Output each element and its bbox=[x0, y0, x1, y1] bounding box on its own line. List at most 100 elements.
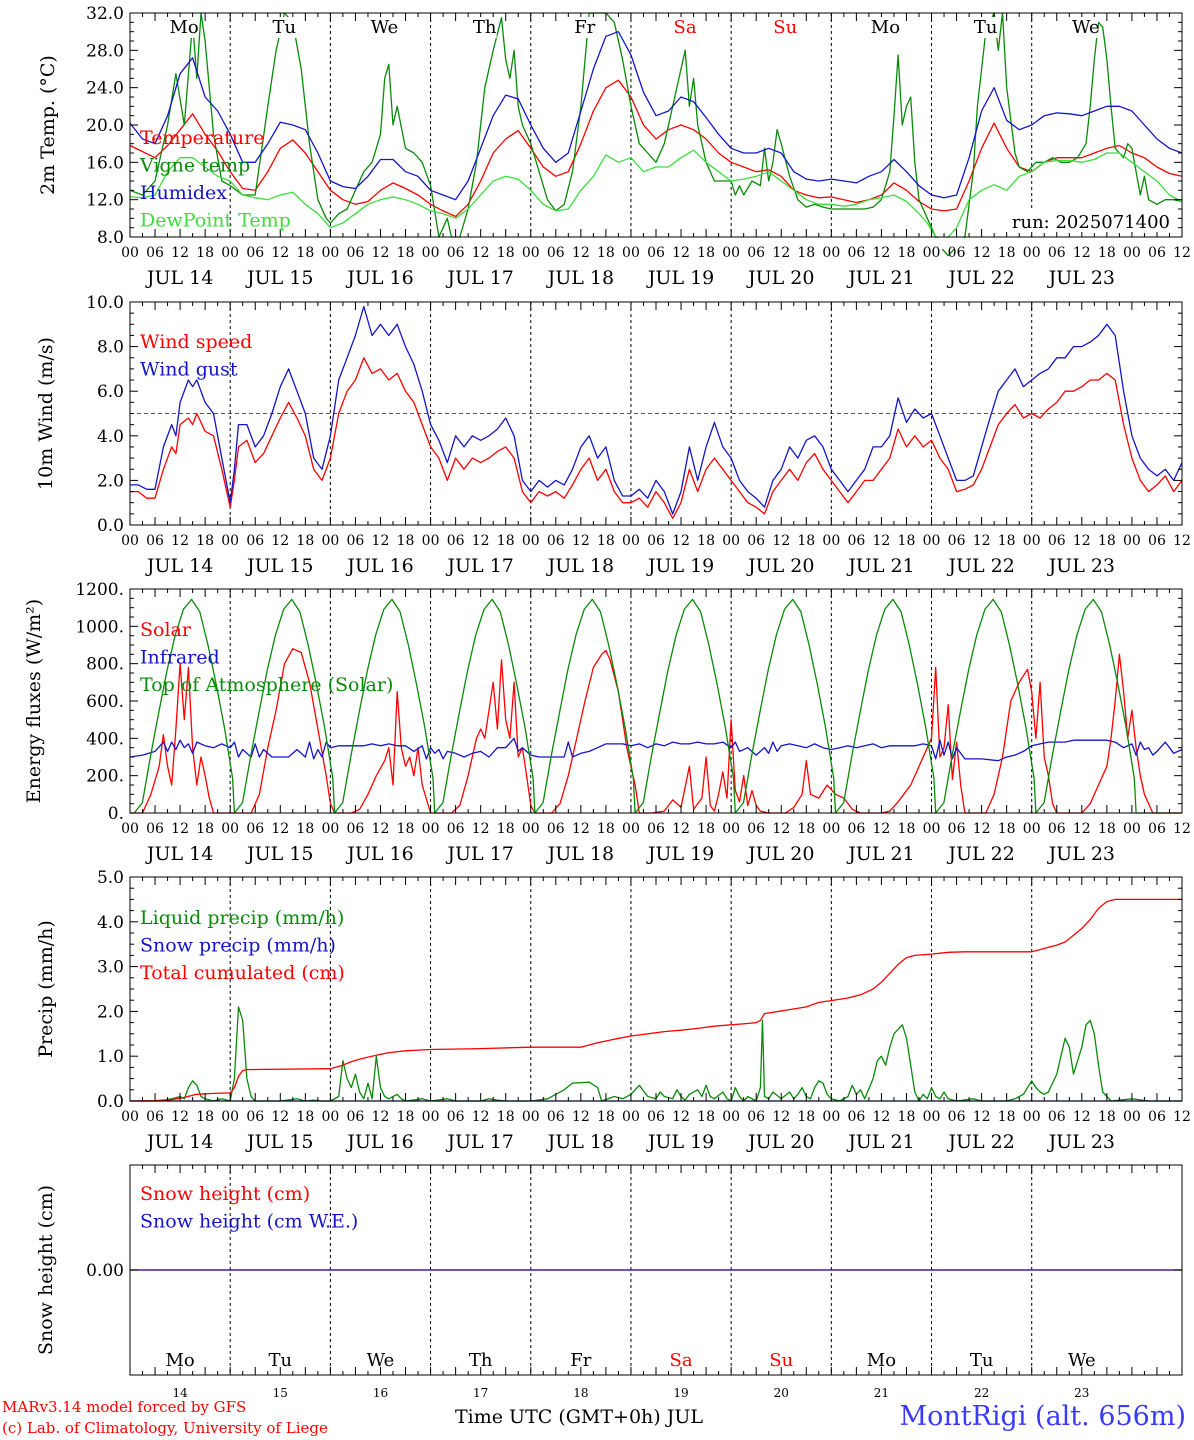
weekday-bg bbox=[865, 17, 898, 38]
hour-tick-label: 18 bbox=[497, 1109, 515, 1125]
hour-tick-label: 06 bbox=[1048, 1109, 1066, 1125]
hour-tick-label: 00 bbox=[622, 821, 640, 837]
hour-tick-label: 18 bbox=[697, 1109, 715, 1125]
hour-tick-label: 06 bbox=[347, 1109, 365, 1125]
y-axis-label: 2m Temp. (°C) bbox=[37, 55, 59, 195]
top-mask bbox=[131, 577, 1181, 588]
weekday-label: We bbox=[371, 17, 399, 38]
legend-entry: Solar bbox=[140, 619, 192, 641]
hour-tick-label: 06 bbox=[246, 245, 264, 261]
hour-tick-label: 12 bbox=[1073, 533, 1091, 549]
hour-tick-label: 06 bbox=[146, 245, 164, 261]
hour-tick-label: 06 bbox=[847, 1109, 865, 1125]
date-label: JUL 15 bbox=[245, 1131, 313, 1153]
date-label: JUL 17 bbox=[445, 1131, 513, 1153]
legend-entry: Total cumulated (cm) bbox=[140, 962, 345, 984]
hour-tick-label: 00 bbox=[923, 1109, 941, 1125]
hour-tick-label: 06 bbox=[146, 1109, 164, 1125]
weekday-label: Fr bbox=[574, 17, 595, 38]
hour-tick-label: 06 bbox=[1148, 821, 1166, 837]
date-label: JUL 21 bbox=[846, 843, 914, 865]
hour-tick-label: 18 bbox=[597, 245, 615, 261]
weekday-bg bbox=[464, 17, 497, 38]
hour-tick-label: 18 bbox=[296, 821, 314, 837]
hour-tick-label: 18 bbox=[597, 1109, 615, 1125]
date-label: JUL 14 bbox=[145, 1131, 213, 1153]
date-label: JUL 22 bbox=[946, 555, 1014, 577]
hour-tick-label: 06 bbox=[747, 821, 765, 837]
hour-tick-label: 00 bbox=[822, 1109, 840, 1125]
hour-tick-label: 00 bbox=[923, 821, 941, 837]
hour-tick-label: 00 bbox=[422, 1109, 440, 1125]
hour-tick-label: 18 bbox=[196, 821, 214, 837]
hour-tick-label: 06 bbox=[647, 245, 665, 261]
date-label: JUL 21 bbox=[846, 555, 914, 577]
series-line bbox=[129, 12, 1183, 257]
weekday-label: We bbox=[1072, 17, 1100, 38]
hour-tick-label: 12 bbox=[472, 245, 490, 261]
hour-tick-label: 06 bbox=[847, 821, 865, 837]
y-tick-label: 28.0 bbox=[86, 41, 124, 61]
y-tick-label: 3.0 bbox=[97, 958, 124, 978]
weekday-label: Mo bbox=[165, 1350, 194, 1371]
lab-credit: (c) Lab. of Climatology, University of L… bbox=[2, 1419, 328, 1437]
hour-tick-label: 12 bbox=[572, 245, 590, 261]
weekday-bg bbox=[665, 17, 698, 38]
model-credit: MARv3.14 model forced by GFS bbox=[2, 1398, 247, 1416]
hour-tick-label: 00 bbox=[522, 245, 540, 261]
hour-tick-label: 00 bbox=[321, 821, 339, 837]
hour-tick-label: 12 bbox=[672, 1109, 690, 1125]
hour-tick-label: 12 bbox=[1173, 533, 1191, 549]
hour-tick-label: 00 bbox=[1123, 533, 1141, 549]
hour-tick-label: 18 bbox=[998, 533, 1016, 549]
hour-tick-label: 12 bbox=[772, 821, 790, 837]
hour-tick-label: 12 bbox=[171, 1109, 189, 1125]
hour-tick-label: 06 bbox=[647, 821, 665, 837]
y-tick-label: 6.0 bbox=[97, 382, 124, 402]
weekday-label: Su bbox=[773, 17, 797, 38]
day-number: 21 bbox=[874, 1386, 889, 1400]
hour-tick-label: 00 bbox=[622, 1109, 640, 1125]
series-line bbox=[129, 79, 1183, 218]
weekday-bg bbox=[1065, 17, 1098, 38]
hour-tick-label: 00 bbox=[221, 821, 239, 837]
series-line bbox=[129, 149, 1183, 243]
hour-tick-label: 18 bbox=[797, 533, 815, 549]
legend-entry: Wind speed bbox=[140, 331, 252, 353]
legend-entry: Humidex bbox=[140, 182, 227, 204]
hour-tick-label: 12 bbox=[1173, 821, 1191, 837]
hour-tick-label: 12 bbox=[271, 245, 289, 261]
top-mask bbox=[131, 290, 1181, 301]
day-number: 23 bbox=[1074, 1386, 1089, 1400]
hour-tick-label: 00 bbox=[1023, 245, 1041, 261]
hour-tick-label: 12 bbox=[1073, 245, 1091, 261]
weekday-label: Th bbox=[473, 17, 497, 38]
y-tick-label: 800. bbox=[86, 655, 124, 675]
y-axis-label: Energy fluxes (W/m²) bbox=[23, 599, 45, 803]
hour-tick-label: 18 bbox=[397, 821, 415, 837]
day-number: 14 bbox=[172, 1386, 188, 1400]
hour-tick-label: 06 bbox=[547, 821, 565, 837]
y-axis-label: Snow height (cm) bbox=[35, 1185, 57, 1355]
hour-tick-label: 12 bbox=[772, 533, 790, 549]
weekday-label: Fr bbox=[570, 1350, 591, 1371]
date-label: JUL 22 bbox=[946, 267, 1014, 289]
day-number: 15 bbox=[273, 1386, 288, 1400]
weekday-label: Tu bbox=[970, 1350, 994, 1371]
hour-tick-label: 00 bbox=[522, 821, 540, 837]
hour-tick-label: 06 bbox=[948, 245, 966, 261]
date-label: JUL 18 bbox=[546, 267, 614, 289]
date-label: JUL 19 bbox=[646, 1131, 714, 1153]
date-label: JUL 23 bbox=[1047, 555, 1115, 577]
hour-tick-label: 00 bbox=[522, 1109, 540, 1125]
hour-tick-label: 12 bbox=[1073, 821, 1091, 837]
hour-tick-label: 12 bbox=[271, 821, 289, 837]
hour-tick-label: 12 bbox=[873, 821, 891, 837]
hour-tick-label: 06 bbox=[747, 1109, 765, 1125]
hour-tick-label: 18 bbox=[397, 245, 415, 261]
series-line bbox=[130, 598, 1182, 814]
date-label: JUL 16 bbox=[345, 843, 413, 865]
series-line bbox=[130, 357, 1183, 519]
hour-tick-label: 12 bbox=[973, 245, 991, 261]
y-tick-label: 8.0 bbox=[97, 228, 124, 248]
